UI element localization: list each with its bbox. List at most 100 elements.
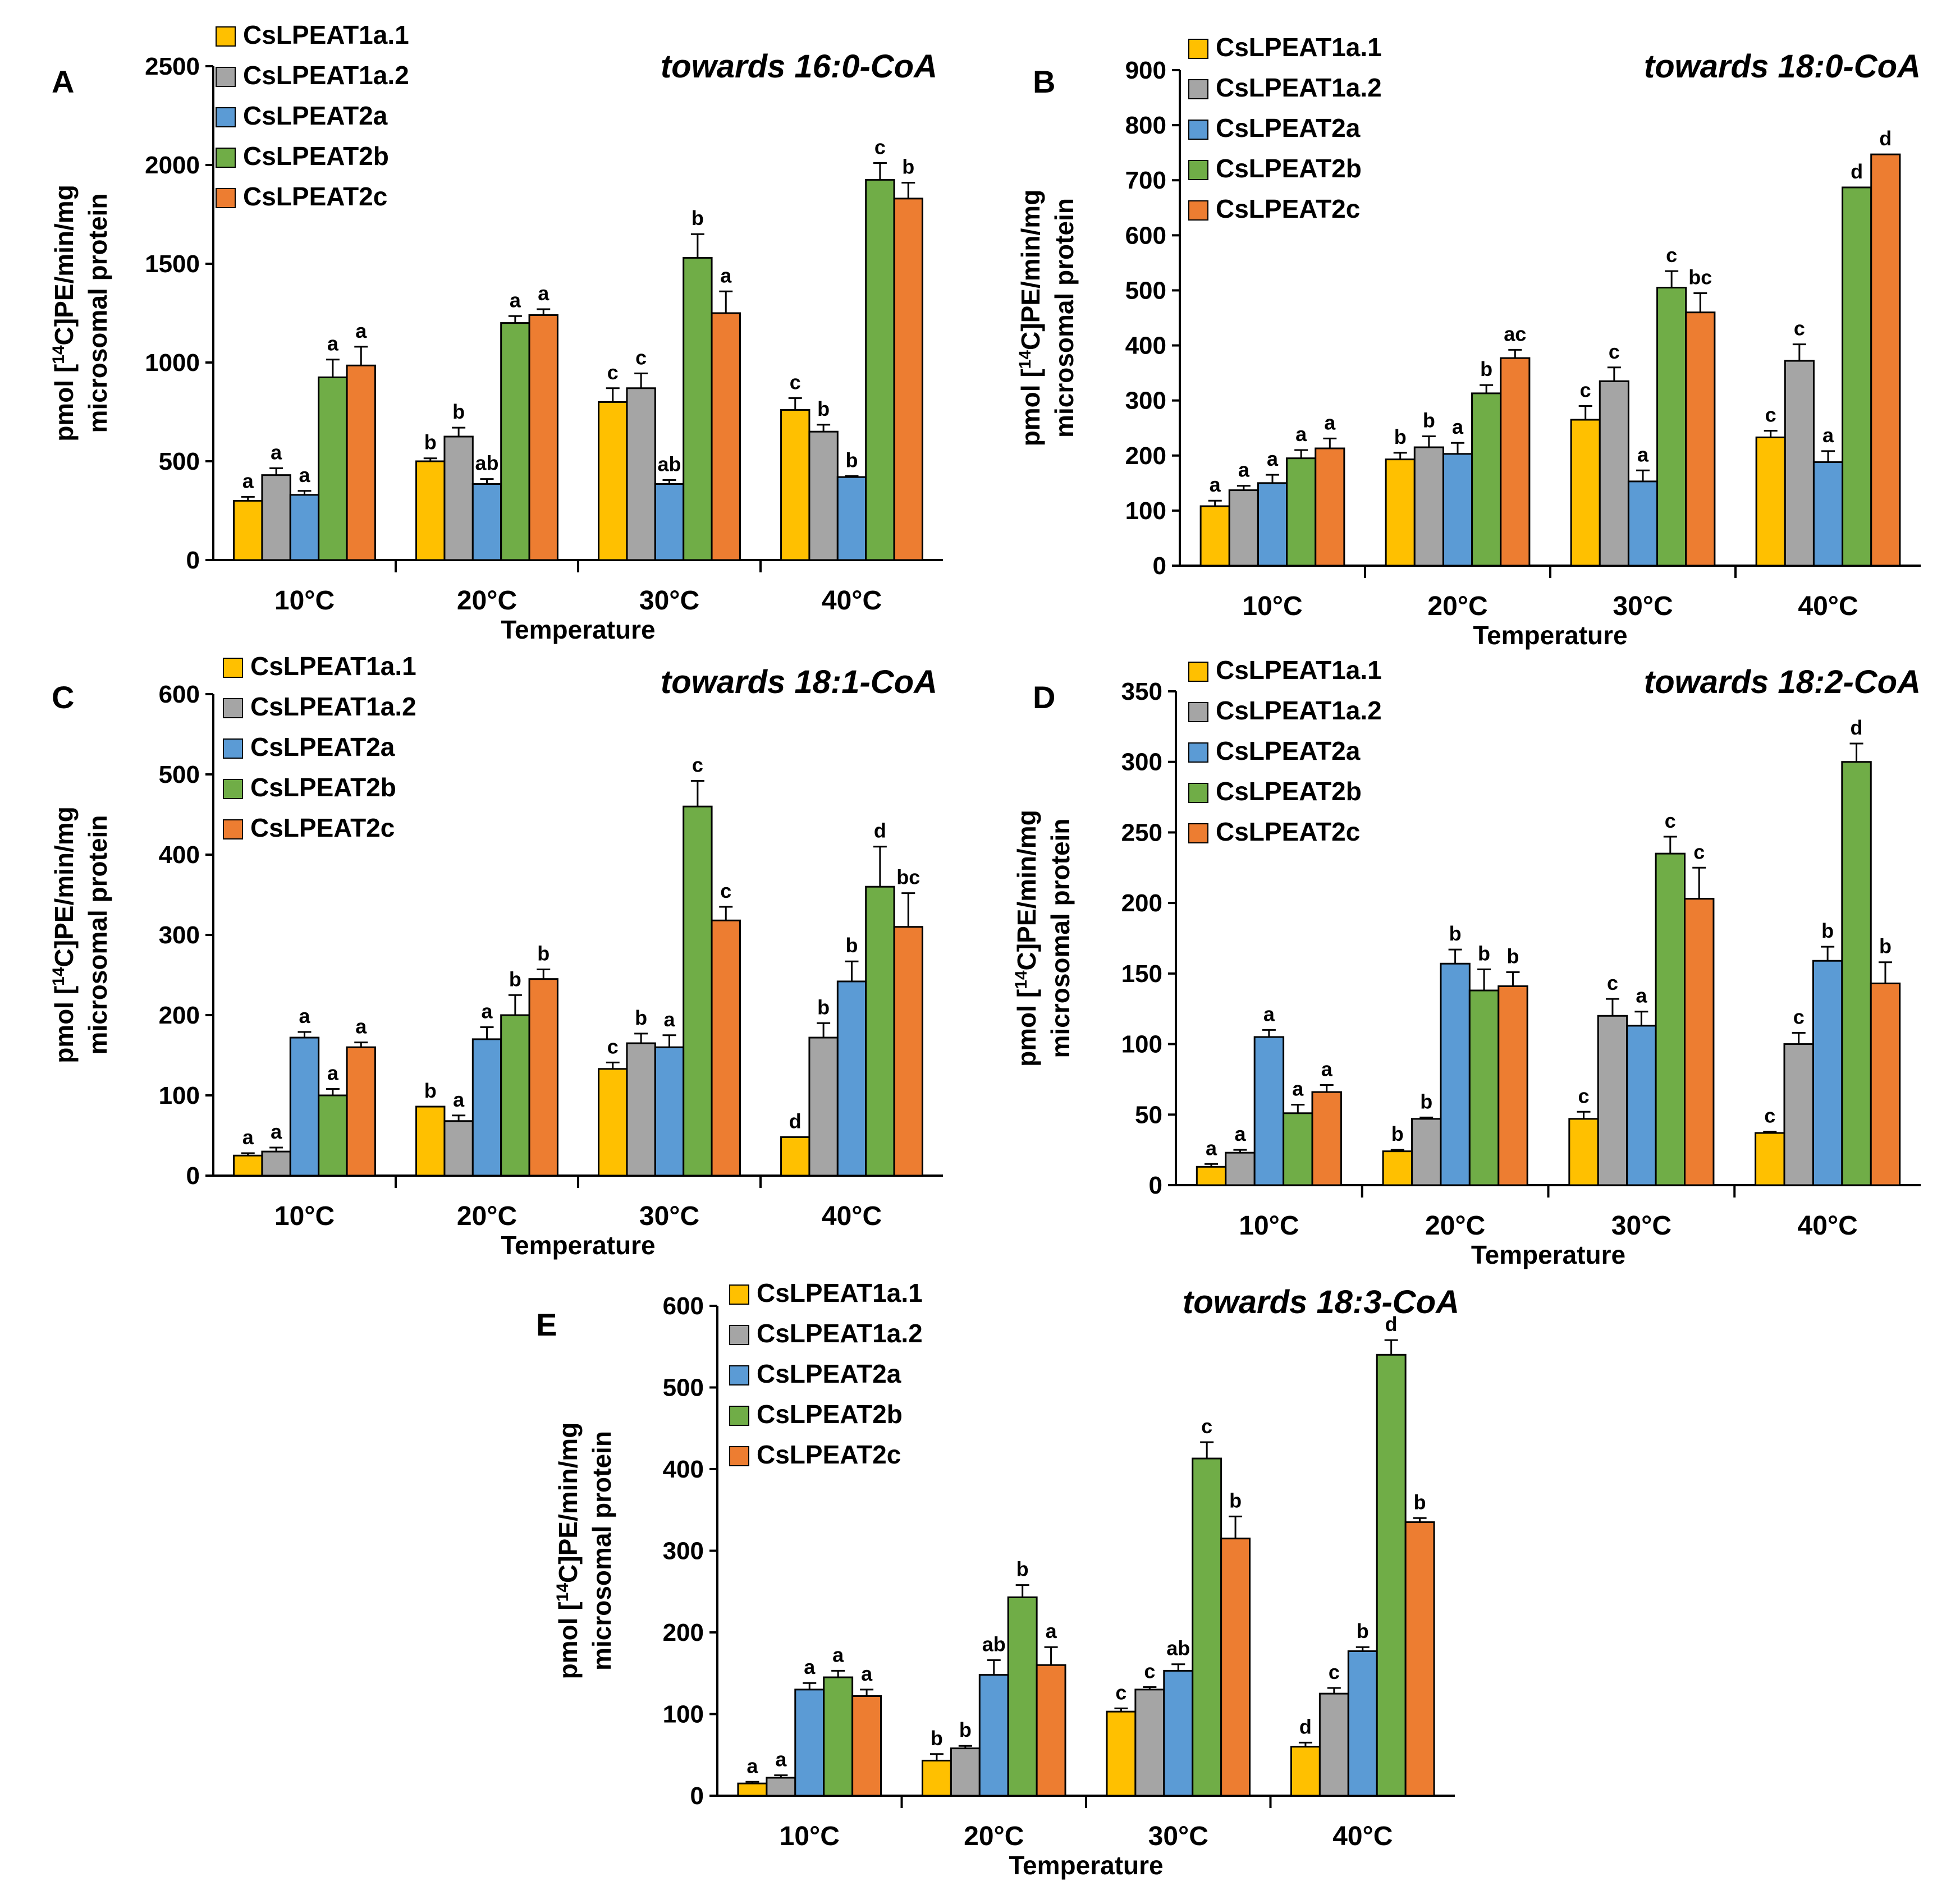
significance-label: b xyxy=(424,1079,437,1102)
y-axis-title-line1: pmol [14C]PE/min/mg xyxy=(1012,810,1042,1067)
y-tick-label: 500 xyxy=(663,1374,704,1402)
legend: CsLPEAT1a.1 CsLPEAT1a.2 CsLPEAT2a CsLPEAT2b… xyxy=(729,1278,923,1469)
significance-label: b xyxy=(1480,357,1492,380)
bar xyxy=(1841,761,1872,1186)
y-tick-label: 300 xyxy=(159,921,200,949)
y-tick-label: 600 xyxy=(159,681,200,708)
x-axis-title: Temperature xyxy=(1473,621,1627,650)
bar xyxy=(780,409,810,561)
legend-label: CsLPEAT2c xyxy=(250,813,395,842)
legend-swatch xyxy=(223,738,243,759)
bar xyxy=(1755,1132,1785,1186)
bar xyxy=(415,1105,446,1177)
y-tick-label: 100 xyxy=(1121,1031,1162,1058)
significance-label: c xyxy=(1609,340,1620,363)
bar xyxy=(289,1036,320,1177)
bar xyxy=(1196,1166,1227,1186)
significance-label: b xyxy=(931,1727,943,1750)
y-tick-label: 800 xyxy=(1125,112,1166,139)
y-tick-label: 600 xyxy=(1125,222,1166,249)
significance-label: a xyxy=(510,288,521,311)
bar xyxy=(808,430,839,561)
significance-label: bc xyxy=(896,866,920,889)
bar xyxy=(780,1136,810,1177)
bar xyxy=(921,1759,952,1797)
legend-swatch xyxy=(223,779,243,799)
legend-label: CsLPEAT2b xyxy=(250,773,396,802)
significance-label: a xyxy=(720,264,732,287)
bar xyxy=(1385,458,1416,567)
significance-label: c xyxy=(635,346,647,369)
bar xyxy=(1253,1036,1285,1186)
y-tick-label: 300 xyxy=(663,1538,704,1565)
bar xyxy=(1812,461,1844,567)
bar xyxy=(415,460,446,561)
y-tick-label: 1000 xyxy=(145,349,200,377)
significance-label: b xyxy=(692,207,704,230)
legend-label: CsLPEAT1a.2 xyxy=(1216,696,1382,725)
legend: CsLPEAT1a.1 CsLPEAT1a.2 CsLPEAT2a CsLPEAT2b… xyxy=(1188,655,1382,846)
significance-label: d xyxy=(1299,1715,1312,1738)
bar xyxy=(318,376,348,561)
legend-label: CsLPEAT1a.1 xyxy=(1216,655,1382,685)
legend-label: CsLPEAT2c xyxy=(243,182,387,211)
x-category-label: 20°C xyxy=(1425,1211,1485,1241)
bar xyxy=(626,387,656,561)
bar xyxy=(1471,392,1502,567)
legend-swatch xyxy=(1188,742,1208,763)
y-axis-title-line2: microsomal protein xyxy=(587,1431,616,1671)
panel-letter: C xyxy=(52,680,74,715)
bar xyxy=(950,1747,981,1797)
y-tick-label: 200 xyxy=(1125,442,1166,470)
significance-label: a xyxy=(327,332,339,355)
significance-label: a xyxy=(1238,458,1250,481)
significance-label: a xyxy=(1206,1136,1217,1159)
bar xyxy=(1656,287,1687,567)
legend-swatch xyxy=(729,1406,749,1426)
y-tick-label: 0 xyxy=(690,1782,704,1810)
significance-label: a xyxy=(1321,1057,1333,1080)
significance-label: c xyxy=(1144,1659,1155,1682)
y-tick-label: 200 xyxy=(663,1619,704,1646)
bar xyxy=(598,1068,628,1177)
x-axis-title: Temperature xyxy=(1009,1851,1163,1880)
x-category-label: 20°C xyxy=(964,1822,1024,1851)
significance-label: d xyxy=(1385,1313,1398,1336)
legend-swatch xyxy=(729,1365,749,1385)
legend: CsLPEAT1a.1 CsLPEAT1a.2 CsLPEAT2a CsLPEAT2b… xyxy=(223,652,416,842)
bar xyxy=(1134,1689,1165,1797)
bar xyxy=(1655,852,1686,1186)
legend-label: CsLPEAT1a.1 xyxy=(1216,33,1382,62)
bar xyxy=(1318,1692,1349,1797)
y-tick-label: 100 xyxy=(1125,497,1166,525)
bar xyxy=(1812,960,1843,1186)
legend-swatch xyxy=(223,698,243,718)
significance-label: ab xyxy=(475,452,498,475)
y-axis-title-line2: microsomal protein xyxy=(83,194,112,433)
bar xyxy=(233,499,263,561)
x-category-label: 40°C xyxy=(1332,1822,1393,1851)
legend-label: CsLPEAT2b xyxy=(243,141,389,171)
significance-label: a xyxy=(271,1120,282,1143)
significance-label: a xyxy=(1267,447,1279,470)
significance-label: a xyxy=(1210,473,1221,496)
bar xyxy=(978,1674,1009,1797)
significance-label: a xyxy=(271,441,282,464)
legend-swatch xyxy=(1188,662,1208,682)
legend-label: CsLPEAT2a xyxy=(1216,736,1361,765)
significance-label: d xyxy=(874,819,886,842)
significance-label: c xyxy=(1115,1681,1126,1704)
significance-label: c xyxy=(1580,378,1591,401)
legend-swatch xyxy=(1188,39,1208,59)
significance-label: c xyxy=(1578,1084,1590,1107)
bar xyxy=(1382,1150,1413,1186)
significance-label: b xyxy=(1420,1090,1432,1113)
bar xyxy=(1228,489,1259,567)
bar xyxy=(851,1695,882,1797)
significance-label: b xyxy=(452,400,465,423)
significance-label: b xyxy=(1357,1619,1369,1643)
bar xyxy=(1036,1664,1066,1797)
legend-swatch xyxy=(1188,160,1208,180)
significance-label: c xyxy=(607,361,619,384)
